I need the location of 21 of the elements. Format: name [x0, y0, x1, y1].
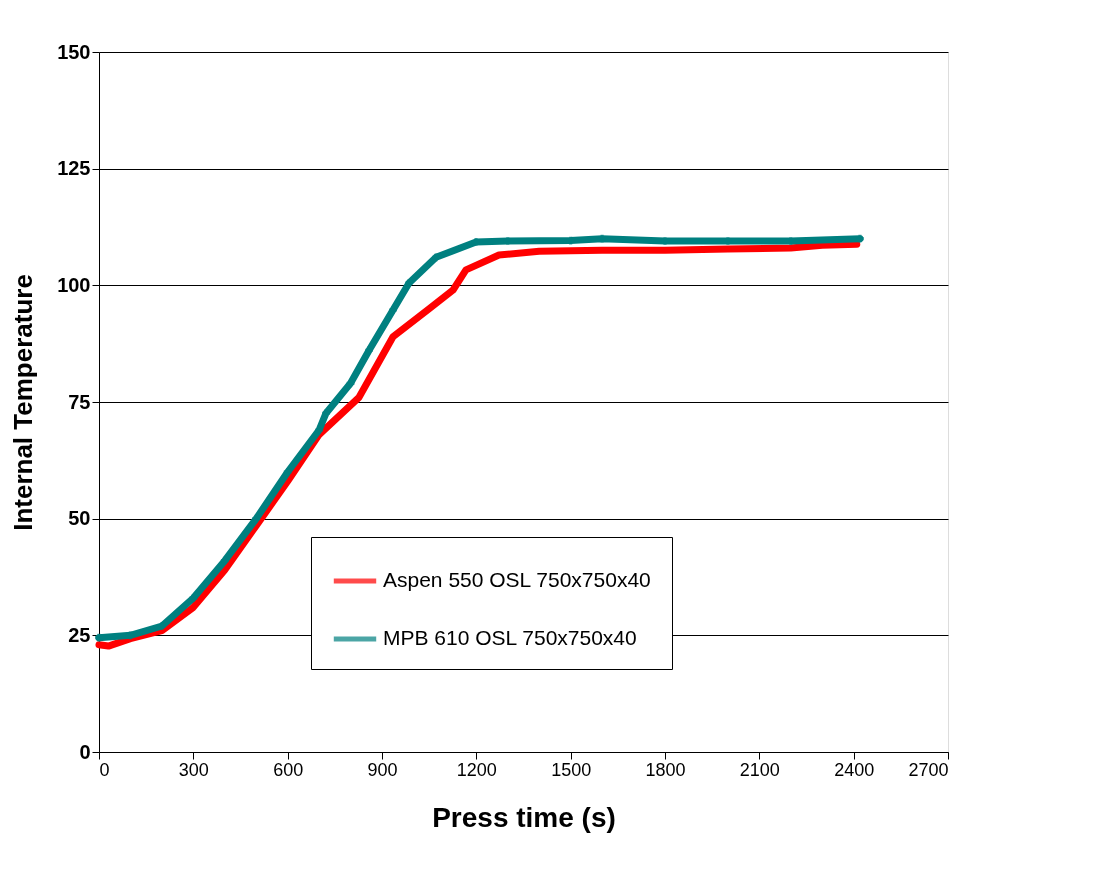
x-tick-label: 900 [367, 759, 398, 780]
y-tick-label: 150 [57, 40, 91, 63]
x-axis-title: Press time (s) [432, 801, 616, 833]
y-axis-title: Internal Temperature [8, 274, 39, 531]
y-tick-label: 125 [57, 157, 91, 180]
x-tick-label: 2100 [739, 759, 780, 780]
legend-label: Aspen 550 OSL 750x750x40 [383, 568, 651, 591]
y-tick-label: 50 [68, 507, 91, 530]
x-tick-label: 2400 [834, 759, 875, 780]
x-tick-label: 1200 [456, 759, 497, 780]
y-tick-label: 0 [79, 740, 91, 763]
x-tick-label: 600 [273, 759, 304, 780]
legend-label: MPB 610 OSL 750x750x40 [383, 626, 637, 649]
y-tick-label: 100 [57, 273, 91, 296]
x-tick-label: 1800 [645, 759, 686, 780]
y-tick-label: 75 [68, 390, 91, 413]
x-tick-label: 2700 [908, 759, 949, 780]
x-tick-label: 300 [178, 759, 209, 780]
x-tick-label: 1500 [551, 759, 592, 780]
x-tick-label: 0 [99, 759, 110, 780]
y-tick-label: 25 [68, 623, 91, 646]
